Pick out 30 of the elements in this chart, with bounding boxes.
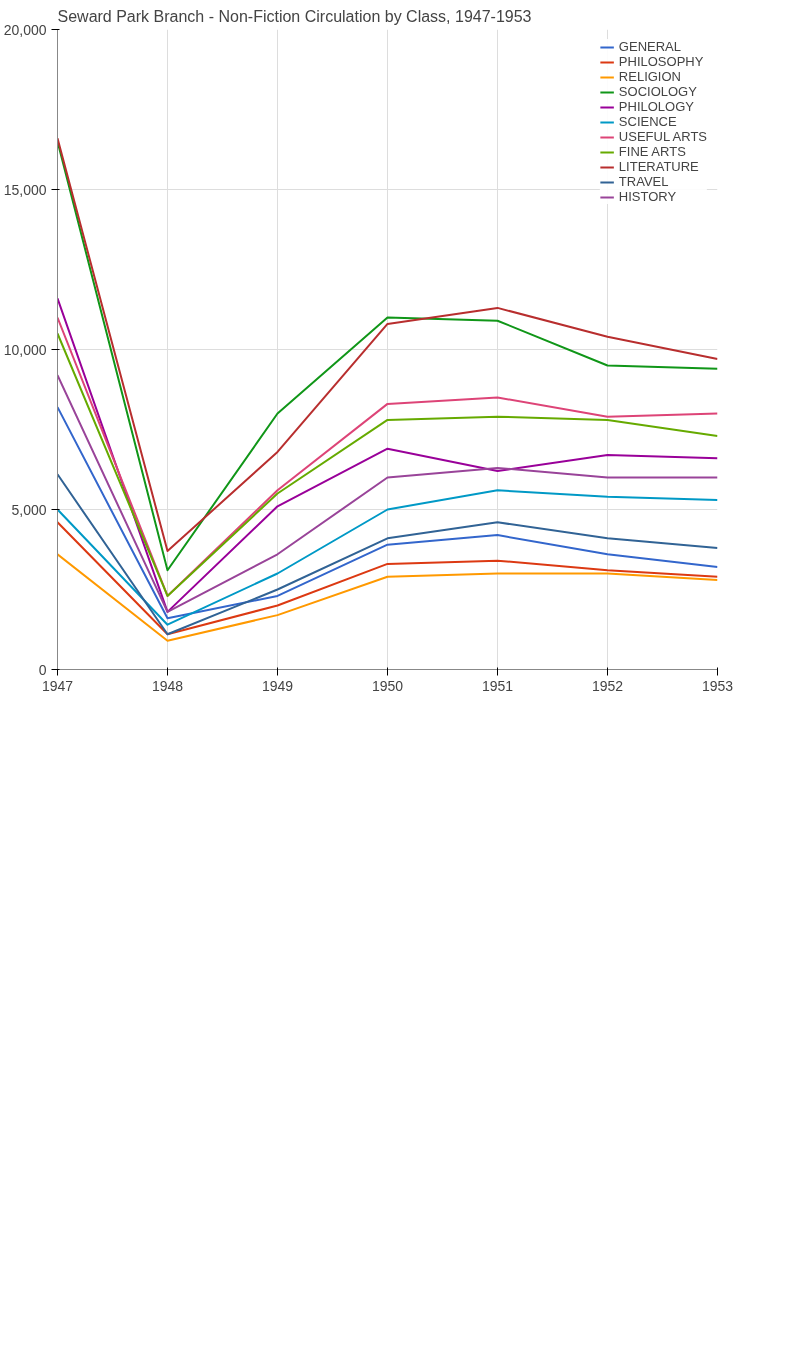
chart-title: Seward Park Branch - Non-Fiction Circulation by Class, 1947-1953 [57,7,532,25]
y-tick-label: 5,000 [11,501,47,518]
x-tick-label: 1947 [41,677,74,694]
y-tick-label: 0 [38,661,47,678]
legend-label: USEFUL ARTS [618,129,707,144]
x-tick-label: 1949 [261,677,294,694]
legend-label: LITERATURE [618,159,699,174]
line-series [57,374,718,613]
y-tick-label: 15,000 [3,181,47,198]
legend-label: HISTORY [618,189,677,204]
x-tick-label: 1948 [151,677,184,694]
line-series [57,489,718,626]
x-tick-label: 1950 [371,677,404,694]
legend-label: SOCIOLOGY [618,84,697,99]
legend-label: PHILOSOPHY [618,54,704,69]
legend-label: RELIGION [618,69,681,84]
legend-label: FINE ARTS [618,144,686,159]
line-series [57,473,718,636]
line-series [57,406,718,620]
legend-label: PHILOLOGY [618,99,694,114]
legend-label: GENERAL [618,39,681,54]
line-series [57,521,718,636]
x-tick-label: 1951 [481,677,514,694]
x-tick-label: 1952 [591,677,624,694]
legend-label: TRAVEL [618,174,669,189]
y-tick-label: 20,000 [3,21,47,38]
y-tick-label: 10,000 [3,341,47,358]
x-tick-label: 1953 [701,677,734,694]
line-series [57,553,718,642]
legend-label: SCIENCE [618,114,677,129]
